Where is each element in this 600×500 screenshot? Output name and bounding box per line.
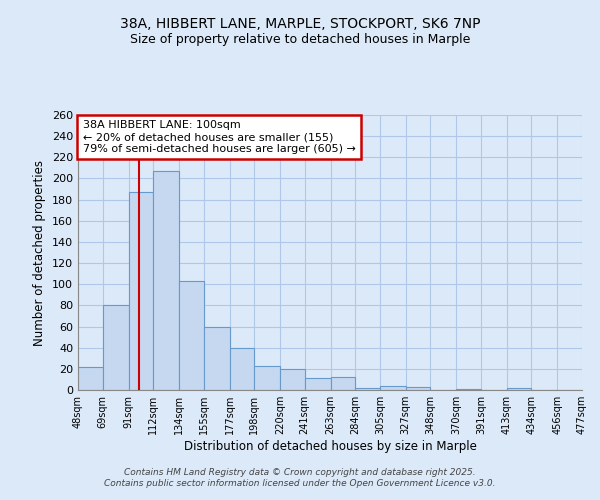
Bar xyxy=(204,326,230,390)
Bar xyxy=(406,387,430,390)
Text: Size of property relative to detached houses in Marple: Size of property relative to detached ho… xyxy=(130,32,470,46)
Text: 38A HIBBERT LANE: 100sqm
← 20% of detached houses are smaller (155)
79% of semi-: 38A HIBBERT LANE: 100sqm ← 20% of detach… xyxy=(83,120,356,154)
Bar xyxy=(456,389,481,390)
Y-axis label: Number of detached properties: Number of detached properties xyxy=(34,160,46,346)
Bar xyxy=(103,306,128,390)
Bar xyxy=(230,348,254,390)
Bar xyxy=(355,388,380,390)
Bar xyxy=(128,192,153,390)
Bar xyxy=(331,378,355,390)
Bar xyxy=(254,366,280,390)
Text: 38A, HIBBERT LANE, MARPLE, STOCKPORT, SK6 7NP: 38A, HIBBERT LANE, MARPLE, STOCKPORT, SK… xyxy=(120,18,480,32)
Bar xyxy=(179,281,204,390)
X-axis label: Distribution of detached houses by size in Marple: Distribution of detached houses by size … xyxy=(184,440,476,453)
Bar xyxy=(280,369,305,390)
Bar xyxy=(305,378,331,390)
Bar xyxy=(153,171,179,390)
Text: Contains HM Land Registry data © Crown copyright and database right 2025.
Contai: Contains HM Land Registry data © Crown c… xyxy=(104,468,496,487)
Bar xyxy=(507,388,532,390)
Bar xyxy=(380,386,406,390)
Bar xyxy=(78,366,103,390)
